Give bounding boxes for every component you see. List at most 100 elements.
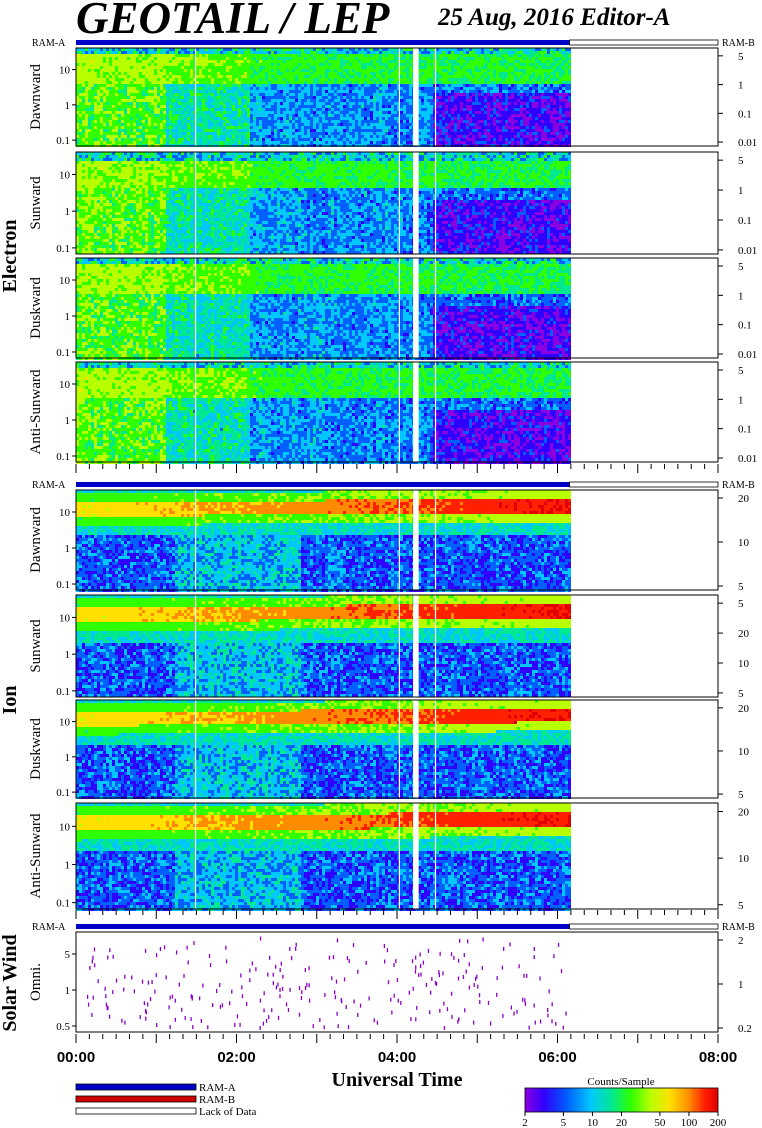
x-tick-label: 06:00 <box>538 1049 576 1066</box>
y-tick-label: 10 <box>59 612 71 624</box>
right-tick-label: 5 <box>738 261 744 273</box>
panel-label: Dawnward <box>28 507 44 573</box>
panel-label: Sunward <box>28 619 44 673</box>
y-tick-label: 0.1 <box>56 787 70 799</box>
colorbar-tick-label: 100 <box>681 1117 698 1128</box>
legend-label: RAM-A <box>199 1082 236 1094</box>
data-gap <box>413 152 419 254</box>
right-tick-label: 0.2 <box>738 1023 752 1035</box>
right-tick-label: 1 <box>738 394 744 406</box>
data-gap <box>413 595 419 697</box>
data-gap <box>413 700 419 798</box>
y-tick-label: 0.1 <box>56 451 70 463</box>
y-tick-label: 1 <box>65 100 71 112</box>
panel-label: Omni. <box>28 963 44 1001</box>
right-tick-label: 0.01 <box>738 137 757 149</box>
right-tick-label: 5 <box>738 581 744 593</box>
ram-a-bar <box>76 40 570 45</box>
mode-label-right: RAM-B <box>722 480 755 491</box>
mode-label-right: RAM-B <box>722 38 755 49</box>
right-tick-label: 0.1 <box>738 424 752 436</box>
panel-label: Anti-Sunward <box>28 369 44 454</box>
data-gap <box>413 490 419 590</box>
y-tick-label: 10 <box>59 275 71 287</box>
spectrogram-Ion-2 <box>76 700 571 799</box>
right-tick-label: 0.1 <box>738 320 752 332</box>
right-tick-label: 10 <box>738 537 750 549</box>
y-tick-label: 1 <box>65 415 71 427</box>
right-tick-label: 0.1 <box>738 215 752 227</box>
y-tick-label: 0.1 <box>56 243 70 255</box>
y-tick-label: 1 <box>65 649 71 661</box>
no-data-bar <box>570 40 718 45</box>
legend-swatch <box>76 1084 196 1090</box>
legend-label: Lack of Data <box>199 1106 257 1118</box>
y-tick-label: 10 <box>59 169 71 181</box>
right-tick-label: 1 <box>738 979 744 991</box>
ram-a-bar <box>76 924 570 929</box>
spectrogram-Ion-3 <box>76 803 571 911</box>
legend-swatch <box>76 1108 196 1114</box>
x-tick-label: 00:00 <box>57 1049 95 1066</box>
mode-label-left: RAM-A <box>32 38 66 49</box>
colorbar-tick-label: 10 <box>587 1117 599 1128</box>
no-data-bar <box>570 482 718 487</box>
panel-label: Duskward <box>28 277 44 339</box>
y-tick-label: 10 <box>59 65 71 77</box>
solar-wind-dots <box>87 937 567 1030</box>
y-tick-label: 10 <box>59 379 71 391</box>
group-label: Ion <box>0 686 21 715</box>
right-tick-label: 0.01 <box>738 349 757 361</box>
panel-label: Duskward <box>28 718 44 780</box>
right-tick-label: 20 <box>738 493 750 505</box>
x-tick-label: 08:00 <box>699 1049 737 1066</box>
y-tick-label: 1 <box>65 311 71 323</box>
panel-label: Anti-Sunward <box>28 813 44 898</box>
legend-label: RAM-B <box>199 1094 235 1106</box>
y-tick-label: 10 <box>59 717 71 729</box>
right-tick-label: 10 <box>738 658 750 670</box>
colorbar-tick-label: 20 <box>616 1117 628 1128</box>
group-label: Solar Wind <box>0 934 21 1031</box>
right-tick-label: 0.1 <box>738 108 752 120</box>
data-gap <box>413 803 419 909</box>
y-tick-label: 1 <box>65 985 71 997</box>
y-tick-label: 1 <box>65 206 71 218</box>
right-tick-label: 5 <box>738 688 744 700</box>
spectrogram-Ion-1 <box>76 595 571 697</box>
right-tick-label: 5 <box>738 789 744 801</box>
mode-label-left: RAM-A <box>32 922 66 933</box>
y-tick-label: 10 <box>59 507 71 519</box>
right-tick-label: 0.01 <box>738 245 757 257</box>
mode-label-left: RAM-A <box>32 480 66 491</box>
panel-label: Sunward <box>28 176 44 230</box>
spectrogram-plot: RAM-A RAM-B1010.1510.10.01Dawnward1010.15… <box>0 0 762 1128</box>
spectrogram-Electron-1 <box>76 152 571 254</box>
right-tick-label: 5 <box>738 51 744 63</box>
colorbar-tick-label: 2 <box>522 1117 528 1128</box>
colorbar-tick-label: 200 <box>710 1117 727 1128</box>
y-tick-label: 0.1 <box>56 898 70 910</box>
right-tick-label: 1 <box>738 185 744 197</box>
data-gap <box>413 48 419 146</box>
group-label: Electron <box>0 220 21 293</box>
y-tick-label: 1 <box>65 859 71 871</box>
legend-swatch <box>76 1096 196 1102</box>
right-tick-label: 20 <box>738 628 750 640</box>
right-tick-label: 1 <box>738 80 744 92</box>
right-tick-label: 2 <box>738 935 744 947</box>
y-tick-label: 0.1 <box>56 686 70 698</box>
y-tick-label: 1 <box>65 752 71 764</box>
no-data-bar <box>570 924 718 929</box>
right-tick-label: 5 <box>738 155 744 167</box>
y-tick-label: 0.1 <box>56 579 70 591</box>
right-tick-label: 1 <box>738 290 744 302</box>
right-tick-label: 5 <box>738 598 744 610</box>
data-gap <box>413 258 419 358</box>
right-tick-label: 10 <box>738 853 750 865</box>
spectrogram-Ion-0 <box>76 490 571 592</box>
x-tick-label: 04:00 <box>378 1049 416 1066</box>
y-tick-label: 10 <box>59 821 71 833</box>
colorbar-tick-label: 50 <box>654 1117 666 1128</box>
panel-label: Dawnward <box>28 64 44 130</box>
